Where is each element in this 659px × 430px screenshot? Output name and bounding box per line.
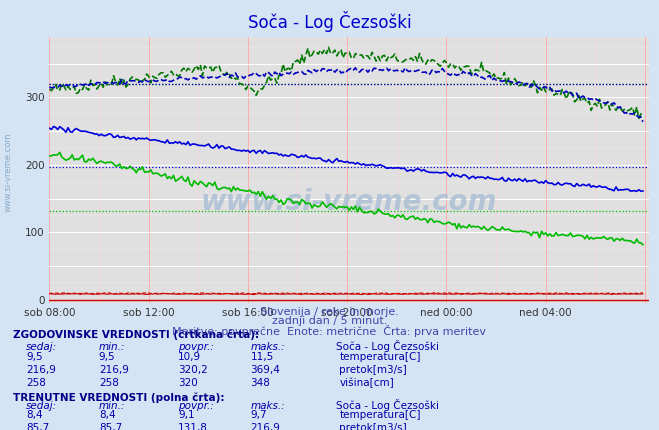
Text: 9,1: 9,1 (178, 410, 194, 420)
Text: 216,9: 216,9 (99, 365, 129, 375)
Text: 216,9: 216,9 (26, 365, 56, 375)
Text: Soča - Log Čezsoški: Soča - Log Čezsoški (336, 341, 439, 353)
Text: 320: 320 (178, 378, 198, 388)
Text: www.si-vreme.com: www.si-vreme.com (201, 188, 498, 216)
Text: 9,5: 9,5 (26, 352, 43, 362)
Text: pretok[m3/s]: pretok[m3/s] (339, 365, 407, 375)
Text: povpr.:: povpr.: (178, 401, 214, 412)
Text: 9,5: 9,5 (99, 352, 115, 362)
Text: povpr.:: povpr.: (178, 342, 214, 353)
Text: 348: 348 (250, 378, 270, 388)
Text: pretok[m3/s]: pretok[m3/s] (339, 423, 407, 430)
Text: sedaj:: sedaj: (26, 342, 57, 353)
Text: 216,9: 216,9 (250, 423, 280, 430)
Text: 131,8: 131,8 (178, 423, 208, 430)
Text: 258: 258 (99, 378, 119, 388)
Text: 8,4: 8,4 (99, 410, 115, 420)
Text: Soča - Log Čezsoški: Soča - Log Čezsoški (248, 11, 411, 32)
Text: 85,7: 85,7 (99, 423, 122, 430)
Text: zadnji dan / 5 minut.: zadnji dan / 5 minut. (272, 316, 387, 326)
Text: 10,9: 10,9 (178, 352, 201, 362)
Text: min.:: min.: (99, 342, 125, 353)
Text: sedaj:: sedaj: (26, 401, 57, 412)
Text: 85,7: 85,7 (26, 423, 49, 430)
Text: maks.:: maks.: (250, 342, 285, 353)
Text: temperatura[C]: temperatura[C] (339, 410, 421, 420)
Text: 320,2: 320,2 (178, 365, 208, 375)
Text: ZGODOVINSKE VREDNOSTI (črtkana črta):: ZGODOVINSKE VREDNOSTI (črtkana črta): (13, 329, 259, 340)
Text: 9,7: 9,7 (250, 410, 267, 420)
Text: 258: 258 (26, 378, 46, 388)
Text: temperatura[C]: temperatura[C] (339, 352, 421, 362)
Text: TRENUTNE VREDNOSTI (polna črta):: TRENUTNE VREDNOSTI (polna črta): (13, 392, 225, 403)
Text: Soča - Log Čezsoški: Soča - Log Čezsoški (336, 399, 439, 412)
Text: maks.:: maks.: (250, 401, 285, 412)
Text: www.si-vreme.com: www.si-vreme.com (3, 132, 13, 212)
Text: Slovenija / reke in morje.: Slovenija / reke in morje. (260, 307, 399, 317)
Text: 11,5: 11,5 (250, 352, 273, 362)
Text: Meritve: povprečne  Enote: metrične  Črta: prva meritev: Meritve: povprečne Enote: metrične Črta:… (173, 325, 486, 337)
Text: višina[cm]: višina[cm] (339, 378, 394, 388)
Text: 8,4: 8,4 (26, 410, 43, 420)
Text: 369,4: 369,4 (250, 365, 280, 375)
Text: min.:: min.: (99, 401, 125, 412)
